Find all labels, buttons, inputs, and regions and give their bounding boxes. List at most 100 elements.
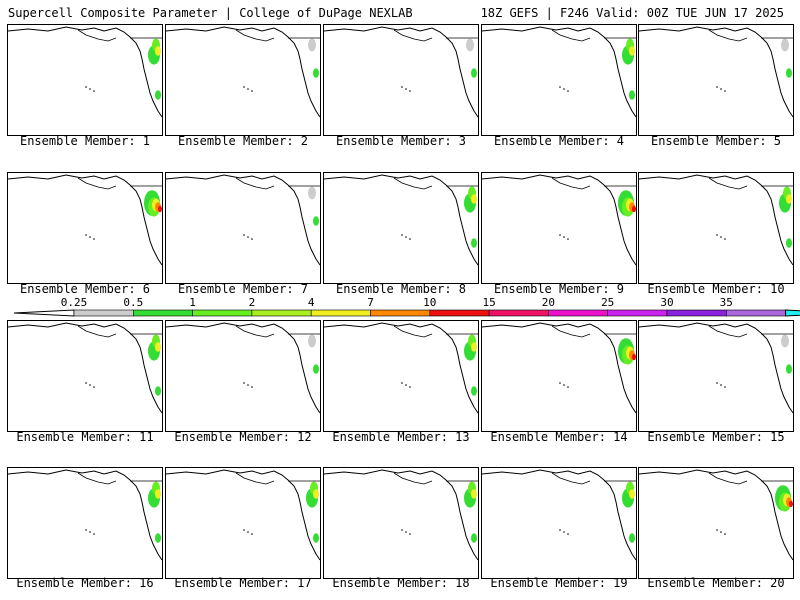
alaska-coast [708, 472, 748, 485]
hawaii-island [401, 234, 403, 236]
hawaii-island [724, 533, 726, 535]
ensemble-map-panel-2 [165, 24, 321, 136]
scp-shading [471, 68, 477, 78]
hawaii-island [559, 234, 561, 236]
hawaii-island [89, 531, 91, 533]
scp-shading [471, 238, 477, 248]
scp-shading [786, 194, 792, 204]
ensemble-member-label: Ensemble Member: 20 [647, 576, 785, 590]
hawaii-island [559, 86, 561, 88]
hawaii-island [89, 236, 91, 238]
hawaii-island [567, 90, 569, 92]
hawaii-island [405, 88, 407, 90]
hawaii-island [563, 236, 565, 238]
hawaii-island [93, 90, 95, 92]
scp-shading [155, 342, 161, 352]
colorbar-tick-label: 0.25 [60, 296, 88, 309]
scp-shading [155, 533, 161, 543]
hawaii-island [563, 384, 565, 386]
hawaii-island [251, 533, 253, 535]
colorbar-tick-label: 4 [307, 296, 315, 309]
coastline [482, 322, 636, 414]
coastline [324, 174, 478, 266]
hawaii-island [559, 382, 561, 384]
alaska-coast [77, 472, 117, 485]
hawaii-island [563, 88, 565, 90]
scp-shading [786, 238, 792, 248]
ensemble-map-panel-15 [638, 320, 794, 432]
ensemble-map-panel-1 [7, 24, 163, 136]
colorbar-bin [429, 309, 490, 317]
ensemble-map-panel-12 [165, 320, 321, 432]
scp-shading [471, 194, 477, 204]
hawaii-island [409, 238, 411, 240]
ensemble-map-panel-10 [638, 172, 794, 284]
alaska-coast [551, 325, 591, 338]
hawaii-island [85, 529, 87, 531]
hawaii-island [85, 234, 87, 236]
hawaii-island [409, 533, 411, 535]
ensemble-member-label: Ensemble Member: 3 [335, 134, 467, 148]
coastline [324, 469, 478, 561]
hawaii-island [93, 533, 95, 535]
scp-shading [632, 205, 636, 213]
scp-shading [471, 342, 477, 352]
ensemble-member-label: Ensemble Member: 1 [19, 134, 151, 148]
ensemble-member-label: Ensemble Member: 5 [650, 134, 782, 148]
ensemble-member-label: Ensemble Member: 17 [174, 576, 312, 590]
coastline [166, 322, 320, 414]
coastline [166, 26, 320, 118]
coastline [8, 26, 162, 118]
hawaii-island [85, 382, 87, 384]
hawaii-island [720, 384, 722, 386]
alaska-coast [393, 177, 433, 190]
hawaii-island [716, 234, 718, 236]
scp-shading [629, 90, 635, 100]
ensemble-map-panel-17 [165, 467, 321, 579]
hawaii-island [89, 384, 91, 386]
hawaii-island [405, 236, 407, 238]
ensemble-map-panel-16 [7, 467, 163, 579]
hawaii-island [93, 386, 95, 388]
scp-shading [786, 364, 792, 374]
colorbar-tick-label: 2 [248, 296, 256, 309]
hawaii-island [93, 238, 95, 240]
hawaii-island [716, 382, 718, 384]
colorbar-tick-label: 1 [189, 296, 196, 309]
scp-shading [313, 68, 319, 78]
colorbar-tick-label: 35 [719, 296, 733, 309]
alaska-coast [708, 325, 748, 338]
hawaii-island [567, 386, 569, 388]
scp-shading [313, 216, 319, 226]
scp-shading [155, 489, 161, 499]
scp-shading [786, 68, 792, 78]
scp-shading [308, 334, 316, 348]
scp-shading [158, 205, 162, 213]
ensemble-member-label: Ensemble Member: 19 [490, 576, 628, 590]
hawaii-island [247, 88, 249, 90]
hawaii-island [243, 234, 245, 236]
colorbar-tick-label: 7 [367, 296, 374, 309]
alaska-coast [235, 472, 275, 485]
hawaii-island [405, 384, 407, 386]
hawaii-island [720, 236, 722, 238]
coastline [166, 469, 320, 561]
alaska-coast [235, 325, 275, 338]
scp-shading [632, 353, 636, 361]
alaska-coast [551, 177, 591, 190]
colorbar-bin [192, 309, 253, 317]
coastline [482, 469, 636, 561]
ensemble-member-label: Ensemble Member: 2 [177, 134, 309, 148]
ensemble-member-label: Ensemble Member: 10 [647, 282, 785, 296]
ensemble-member-label: Ensemble Member: 14 [490, 430, 628, 444]
ensemble-member-label: Ensemble Member: 8 [335, 282, 467, 296]
colorbar-bin [488, 309, 549, 317]
ensemble-member-label: Ensemble Member: 4 [493, 134, 625, 148]
ensemble-member-label: Ensemble Member: 16 [16, 576, 154, 590]
coastline [639, 26, 793, 118]
colorbar-bin [548, 309, 609, 317]
alaska-coast [235, 177, 275, 190]
scp-shading [308, 186, 316, 200]
ensemble-map-panel-9 [481, 172, 637, 284]
hawaii-island [251, 238, 253, 240]
